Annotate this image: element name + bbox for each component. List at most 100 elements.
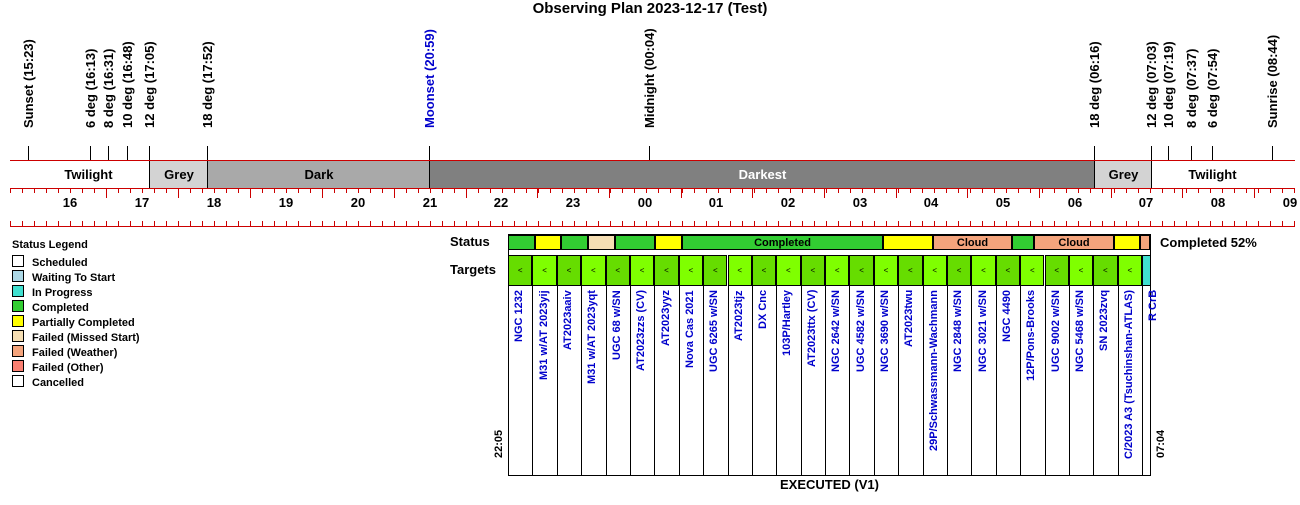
minor-tick — [634, 188, 635, 193]
event-label: 10 deg (07:19) — [1161, 41, 1176, 128]
minor-tick — [94, 188, 95, 193]
target-cell[interactable]: < — [727, 255, 752, 286]
event-label: Sunrise (08:44) — [1265, 34, 1280, 128]
target-name[interactable]: AT2023aaiv — [562, 290, 574, 350]
minor-tick — [670, 188, 671, 193]
target-cell[interactable]: < — [849, 255, 874, 286]
target-name[interactable]: UGC 6265 w/SN — [708, 290, 721, 372]
baseline-tick — [670, 221, 671, 226]
baseline-tick — [826, 221, 827, 226]
status-segment — [508, 235, 535, 250]
baseline-tick — [130, 221, 131, 226]
target-name[interactable]: C/2023 A3 (Tsuchinshan-ATLAS) — [1122, 289, 1135, 459]
target-divider — [605, 286, 607, 476]
target-cell[interactable]: < — [751, 255, 777, 286]
target-name[interactable]: DX Cnc — [757, 289, 769, 329]
target-divider — [1117, 286, 1119, 476]
target-name[interactable]: AT2023yyz — [659, 289, 672, 346]
minor-tick — [622, 188, 623, 193]
minor-tick — [1054, 188, 1055, 193]
minor-tick — [790, 188, 791, 193]
target-name[interactable]: NGC 3021 w/SN — [976, 290, 989, 372]
baseline-tick — [1090, 221, 1091, 226]
target-cell[interactable]: < — [995, 255, 1021, 286]
target-name[interactable]: R CrB — [1147, 289, 1160, 321]
target-name[interactable]: M31 w/AT 2023yij — [537, 290, 550, 380]
target-name[interactable]: NGC 5468 w/SN — [1074, 290, 1086, 372]
baseline-tick — [1018, 221, 1019, 226]
baseline-tick — [1030, 221, 1031, 226]
target-name[interactable]: 29P/Schwassmann-Wachmann — [927, 290, 940, 451]
target-cell[interactable]: < — [1117, 255, 1142, 286]
baseline-tick — [898, 221, 899, 226]
target-name[interactable]: SN 2023zvq — [1098, 289, 1111, 351]
target-cell[interactable]: < — [873, 255, 899, 286]
baseline-tick — [1162, 221, 1163, 226]
target-name[interactable]: AT2023zzs (CV) — [635, 289, 648, 371]
target-name[interactable]: UGC 4582 w/SN — [854, 290, 867, 372]
baseline-tick — [958, 221, 959, 226]
target-name[interactable]: UGC 9002 w/SN — [1049, 290, 1062, 372]
target-name[interactable]: Nova Cas 2021 — [683, 290, 696, 368]
target-cell[interactable]: < — [581, 255, 606, 286]
minor-tick — [142, 188, 143, 193]
status-segment — [655, 235, 682, 250]
status-segment — [883, 235, 933, 250]
event-label: Midnight (00:04) — [642, 28, 657, 128]
target-cell[interactable] — [1142, 255, 1151, 286]
target-cell[interactable]: < — [508, 255, 533, 286]
minor-tick — [442, 188, 443, 193]
target-cell[interactable]: < — [654, 255, 679, 286]
minor-tick — [418, 188, 419, 193]
hour-tick — [896, 188, 897, 198]
minor-tick — [1234, 188, 1235, 193]
target-name[interactable]: NGC 2848 w/SN — [952, 290, 965, 372]
target-cell[interactable]: < — [825, 255, 850, 286]
target-cell[interactable]: < — [898, 255, 923, 286]
end-time-label: 07:04 — [1155, 429, 1167, 458]
minor-tick — [898, 188, 899, 193]
target-name[interactable]: AT2023tjz — [732, 290, 745, 341]
target-cell[interactable]: < — [605, 255, 630, 286]
target-name[interactable]: AT2023ttx (CV) — [805, 289, 818, 367]
target-cell[interactable]: < — [556, 255, 582, 286]
target-name[interactable]: NGC 3690 w/SN — [879, 290, 891, 372]
target-cell[interactable]: < — [922, 255, 947, 286]
minor-tick — [610, 188, 611, 193]
target-name[interactable]: AT2023twu — [903, 289, 916, 347]
target-cell[interactable]: < — [1068, 255, 1094, 286]
target-cell[interactable]: < — [703, 255, 728, 286]
target-cell[interactable]: < — [678, 255, 704, 286]
target-name[interactable]: UGC 68 w/SN — [610, 290, 623, 360]
target-cell[interactable]: < — [1044, 255, 1069, 286]
target-name[interactable]: NGC 1232 — [513, 290, 526, 342]
target-cell[interactable]: < — [971, 255, 996, 286]
baseline-tick — [382, 221, 383, 226]
target-cell[interactable]: < — [1093, 255, 1118, 286]
target-cell[interactable]: < — [1020, 255, 1045, 286]
minor-tick — [1090, 188, 1091, 193]
baseline-tick — [346, 221, 347, 226]
target-name[interactable]: NGC 4490 — [1000, 290, 1013, 342]
hour-label: 02 — [780, 195, 796, 210]
baseline-tick — [526, 221, 527, 226]
target-cell[interactable]: < — [946, 255, 972, 286]
minor-tick — [994, 188, 995, 193]
minor-tick — [310, 188, 311, 193]
target-name[interactable]: 103P/Hartley — [781, 289, 794, 356]
baseline-tick — [502, 221, 503, 226]
hour-tick — [106, 188, 107, 198]
target-cell[interactable]: < — [629, 255, 655, 286]
minor-tick — [874, 188, 875, 193]
target-cell[interactable]: < — [800, 255, 825, 286]
target-cell[interactable]: < — [776, 255, 801, 286]
target-name[interactable]: NGC 2642 w/SN — [830, 290, 843, 372]
baseline-tick — [1102, 221, 1103, 226]
baseline-tick — [754, 221, 755, 226]
minor-tick — [34, 188, 35, 193]
target-cell[interactable]: < — [532, 255, 557, 286]
target-name[interactable]: M31 w/AT 2023yqt — [586, 290, 599, 384]
baseline-tick — [94, 221, 95, 226]
target-name[interactable]: 12P/Pons-Brooks — [1025, 289, 1038, 381]
baseline-tick — [766, 221, 767, 226]
